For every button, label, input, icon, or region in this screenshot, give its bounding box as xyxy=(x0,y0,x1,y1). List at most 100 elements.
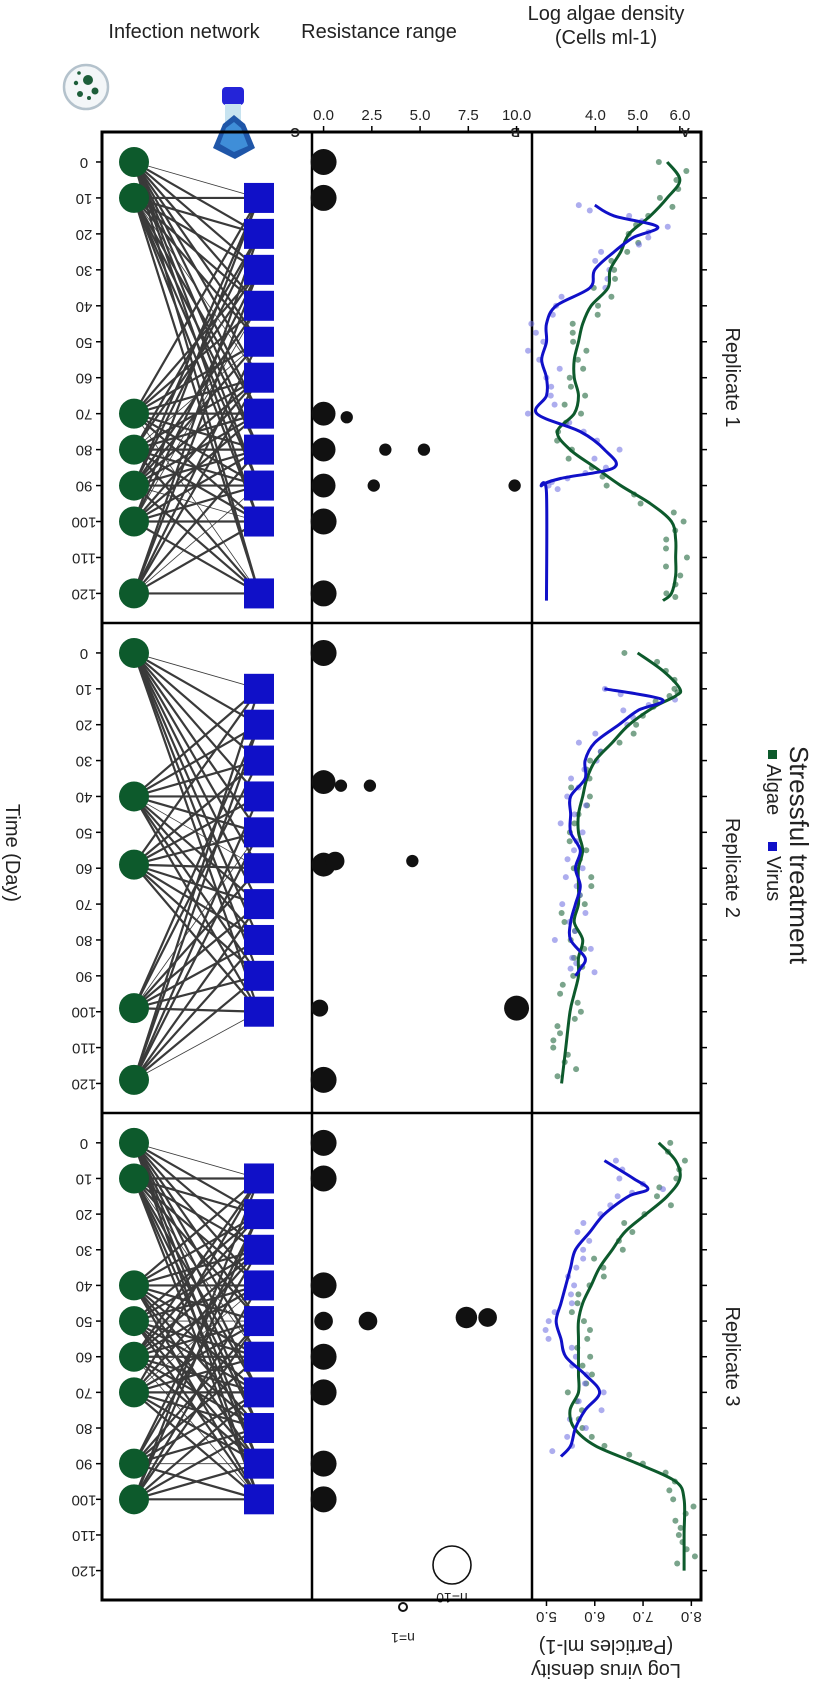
infection-edge xyxy=(133,520,260,595)
infection-edge xyxy=(133,1011,260,1081)
host-node xyxy=(119,398,149,429)
algae-point xyxy=(674,1560,681,1567)
algae-point xyxy=(637,500,644,507)
host-node xyxy=(119,1064,149,1095)
infection-edge xyxy=(133,1248,260,1358)
infection-edge xyxy=(132,688,261,1081)
algae-point xyxy=(557,1030,564,1037)
algae-point xyxy=(619,1246,626,1253)
x-axis-tick-label: 110 xyxy=(72,1527,96,1544)
virus-node xyxy=(244,470,274,501)
virus-point xyxy=(636,241,643,248)
infection-edge xyxy=(133,269,260,523)
x-axis-tick-label: 20 xyxy=(76,717,93,734)
legend-swatch-virus xyxy=(768,842,777,851)
panel-3: Replicate 3 0 10 20 30 40 50 60 70 80 90 100 110 120 xyxy=(71,1127,743,1580)
virus-point xyxy=(616,446,623,453)
infection-edge xyxy=(133,196,260,271)
infection-edge xyxy=(133,197,260,307)
infection-edge xyxy=(133,197,260,343)
virus-point xyxy=(579,865,586,872)
algae-point xyxy=(550,1037,557,1044)
virus-node xyxy=(244,398,274,429)
algae-point xyxy=(629,1228,636,1235)
host-node xyxy=(119,849,149,880)
resistance-point xyxy=(504,995,530,1021)
algae-point xyxy=(574,356,581,363)
resistance-point xyxy=(311,770,336,795)
algae-point xyxy=(673,176,680,183)
algae-point xyxy=(580,1318,587,1325)
virus-point xyxy=(571,1282,578,1289)
infection-edge xyxy=(133,723,260,798)
algae-point xyxy=(675,1531,682,1538)
algae-point xyxy=(600,1273,607,1280)
virus-node xyxy=(244,326,274,357)
virus-point xyxy=(559,901,566,908)
virus-node xyxy=(244,1448,274,1479)
legend-swatch-algae xyxy=(768,750,777,759)
infection-edge xyxy=(133,196,260,235)
host-node xyxy=(119,1377,149,1408)
resistance-axis-tick-label: 5.0 xyxy=(410,107,431,124)
infection-edge xyxy=(133,197,260,451)
virus-node xyxy=(244,434,274,465)
icons xyxy=(62,63,255,159)
virus-point xyxy=(583,802,590,809)
resistance-point xyxy=(311,999,329,1017)
x-axis-tick-label: 90 xyxy=(76,478,93,495)
algae-point xyxy=(666,1487,673,1494)
resistance-point xyxy=(310,508,337,535)
virus-point xyxy=(580,1255,587,1262)
infection-edge xyxy=(133,652,260,762)
infection-edge xyxy=(132,724,261,1009)
virus-density-label: Log virus density xyxy=(531,1659,681,1681)
algae-point xyxy=(573,1066,580,1073)
algae-point xyxy=(626,1451,633,1458)
resistance-point xyxy=(340,411,353,424)
algae-axis-tick-label: 6.0 xyxy=(669,107,690,124)
virus-point xyxy=(564,856,571,863)
algae-point xyxy=(667,1139,674,1146)
virus-point xyxy=(586,1237,593,1244)
algae-point xyxy=(580,365,587,372)
resistance-axis-tick-label: 2.5 xyxy=(361,107,382,124)
virus-node xyxy=(244,1413,274,1444)
row-labels: Log algae density (Cells ml-1) Resistanc… xyxy=(1,3,684,1681)
virus-point xyxy=(575,1398,582,1405)
virus-point xyxy=(568,1344,575,1351)
virus-node xyxy=(244,709,274,740)
infection-edge xyxy=(133,1284,260,1500)
resistance-point xyxy=(417,443,431,456)
algae-point xyxy=(568,1309,575,1316)
algae-point xyxy=(577,1008,584,1015)
virus-node xyxy=(244,745,274,776)
algae-density-label: Log algae density xyxy=(528,3,685,25)
replicate-title: Replicate 2 xyxy=(721,818,743,918)
x-axis-tick-label: 120 xyxy=(71,585,96,602)
virus-point xyxy=(547,392,554,399)
algae-point xyxy=(591,1255,598,1262)
infection-edge xyxy=(133,448,260,595)
host-node xyxy=(119,146,149,177)
algae-point xyxy=(581,901,588,908)
virus-point xyxy=(574,1228,581,1235)
infection-edge xyxy=(133,796,260,869)
algae-axis-tick-label: 5.0 xyxy=(627,107,648,124)
virus-point xyxy=(571,811,578,818)
infection-edge xyxy=(133,1177,260,1358)
algae-point xyxy=(588,1433,595,1440)
virus-point xyxy=(568,1300,575,1307)
virus-point xyxy=(568,1291,575,1298)
infection-edge xyxy=(133,197,260,415)
virus-point xyxy=(664,223,671,230)
resistance-point xyxy=(310,1450,337,1477)
virus-node xyxy=(244,182,274,213)
virus-point xyxy=(551,936,558,943)
algae-point xyxy=(677,1524,684,1531)
algae-point xyxy=(569,329,576,336)
virus-node xyxy=(244,1306,274,1337)
infection-edge xyxy=(133,485,260,594)
host-node xyxy=(119,781,149,812)
